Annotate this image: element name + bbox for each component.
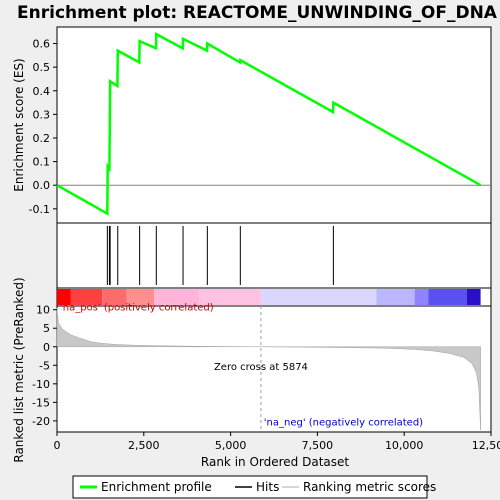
legend: Enrichment profile Hits Ranking metric s… — [72, 475, 436, 499]
metric-tick-label: 5 — [43, 322, 50, 335]
metric-panel-frame — [56, 305, 492, 433]
metric-tick-label: -15 — [32, 396, 50, 409]
x-axis: 0 2,500 5,000 7,500 10,000 12,500 — [54, 432, 500, 452]
es-y-axis: -0.1 0.0 0.1 0.2 0.3 0.4 0.5 0.6 — [29, 38, 57, 216]
heatmap-segment — [102, 289, 127, 305]
heatmap-segment — [466, 289, 481, 305]
es-tick-label: 0.0 — [33, 179, 51, 192]
rank-heatmap-panel — [56, 287, 492, 307]
metric-tick-label: 0 — [43, 341, 50, 354]
metric-tick-label: -5 — [39, 359, 50, 372]
heatmap-segment — [376, 289, 415, 305]
es-tick-label: 0.2 — [33, 132, 51, 145]
legend-metric-label: Ranking metric scores — [303, 480, 436, 494]
es-tick-label: 0.3 — [33, 108, 51, 121]
zero-cross-label: Zero cross at 5874 — [214, 362, 308, 373]
metric-tick-label: -20 — [32, 415, 50, 428]
es-tick-label: 0.6 — [33, 38, 51, 51]
x-tick-label: 7,500 — [302, 439, 334, 452]
negative-correlation-label: 'na_neg' (negatively correlated) — [264, 418, 423, 429]
rank-heatmap — [57, 289, 481, 305]
heatmap-segment — [154, 289, 200, 305]
heatmap-segment — [70, 289, 103, 305]
metric-tick-label: 10 — [36, 304, 50, 317]
metric-y-axis: 10 5 0 -5 -10 -15 -20 — [32, 304, 57, 428]
heatmap-segment — [260, 289, 377, 305]
heatmap-segment — [199, 289, 261, 305]
es-panel-frame — [56, 26, 492, 224]
metric-tick-label: -10 — [32, 378, 50, 391]
x-tick-label: 12,500 — [472, 439, 500, 452]
es-tick-label: 0.4 — [33, 85, 51, 98]
hits-panel-frame — [56, 222, 492, 289]
chart-title: Enrichment plot: REACTOME_UNWINDING_OF_D… — [17, 3, 498, 23]
metric-panel: 10 5 0 -5 -10 -15 -20 'na_pos' (positively cor… — [12, 277, 492, 463]
x-axis-label: Rank in Ordered Dataset — [201, 455, 349, 469]
x-tick-label: 2,500 — [128, 439, 160, 452]
legend-hits-label: Hits — [256, 480, 279, 494]
heatmap-segment — [428, 289, 467, 305]
ranking-metric-area — [56, 307, 481, 431]
es-tick-label: 0.5 — [33, 61, 51, 74]
es-panel: -0.1 0.0 0.1 0.2 0.3 0.4 0.5 0.6 Enrichment sco… — [12, 26, 492, 224]
x-tick-label: 0 — [54, 439, 61, 452]
x-tick-label: 5,000 — [215, 439, 247, 452]
heatmap-segment — [414, 289, 429, 305]
es-tick-label: 0.1 — [33, 156, 51, 169]
es-tick-label: -0.1 — [29, 203, 50, 216]
enrichment-profile-line — [56, 32, 482, 216]
hit-markers — [106, 226, 334, 285]
metric-y-axis-label: Ranked list metric (PreRanked) — [12, 277, 26, 462]
legend-profile-label: Enrichment profile — [101, 480, 212, 494]
heatmap-segment — [57, 289, 71, 305]
hits-panel — [56, 222, 492, 289]
positive-correlation-label: 'na_pos' (positively correlated) — [60, 302, 214, 313]
es-y-axis-label: Enrichment score (ES) — [12, 58, 26, 191]
heatmap-segment — [126, 289, 155, 305]
x-tick-label: 10,000 — [385, 439, 424, 452]
